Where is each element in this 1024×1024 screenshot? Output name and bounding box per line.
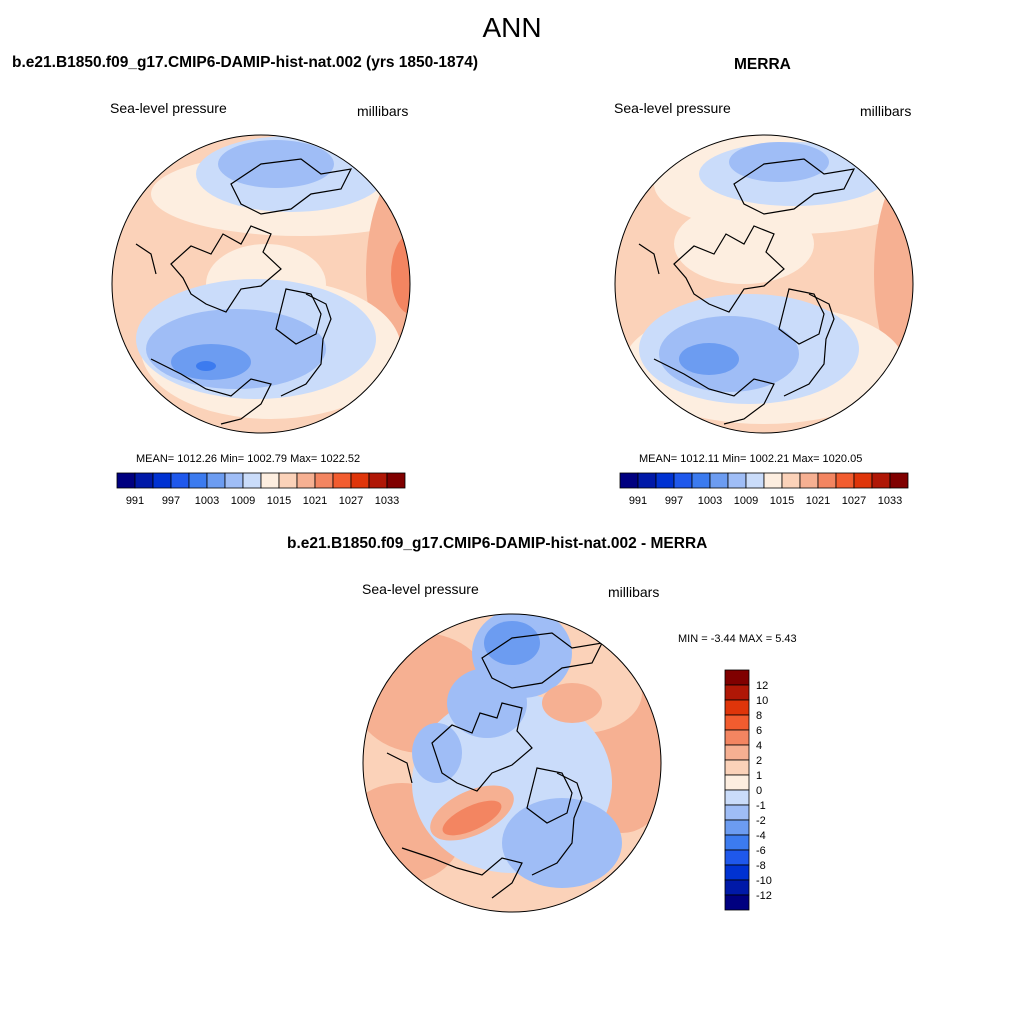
panel2-colorbar-color-box [799, 472, 819, 489]
panel1-colorbar-color-box [206, 472, 226, 489]
panel3-colorbar-color-box [724, 684, 750, 701]
panel3-colorbar-color-box [724, 804, 750, 821]
panel1-colorbar-color-box [314, 472, 334, 489]
panel1-colorbar-color-box [170, 472, 190, 489]
panel3-colorbar-tick-label: -1 [756, 800, 766, 812]
panel3-colorbar-color-box [724, 834, 750, 851]
panel2-colorbar-tick-label: 991 [629, 495, 647, 507]
panel1-colorbar-color-box [242, 472, 262, 489]
figure-title: ANN [482, 12, 542, 43]
panel2-colorbar-tick-label: 1015 [770, 495, 794, 507]
panel2-colorbar-color-box [727, 472, 747, 489]
panel1-colorbar: 991 997 1003 1009 1015 1021 1027 1033 [116, 472, 406, 507]
panel1-colorbar-color-box [116, 472, 136, 489]
panel3-colorbar-tick-label: 2 [756, 755, 762, 767]
panel3-stats: MIN = -3.44 MAX = 5.43 [678, 633, 797, 645]
panel1-colorbar-color-box [332, 472, 352, 489]
panel2-colorbar-tick-label: 1009 [734, 495, 758, 507]
panel2-stats: MEAN= 1012.11 Min= 1002.21 Max= 1020.05 [639, 453, 863, 465]
panel1-colorbar-color-box [386, 472, 406, 489]
panel3-colorbar-tick-label: -2 [756, 815, 766, 827]
panel1-colorbar-color-box [278, 472, 298, 489]
panel3-colorbar-tick-label: -4 [756, 830, 766, 842]
panel1-colorbar-tick-label: 1021 [303, 495, 327, 507]
panel3-colorbar-color-box [724, 879, 750, 896]
panel3-colorbar-color-box [724, 819, 750, 836]
panel3-colorbar-color-box [724, 774, 750, 791]
panel3-colorbar-tick-label: -6 [756, 845, 766, 857]
panel3-colorbar-color-box [724, 714, 750, 731]
panel1-colorbar-color-box [350, 472, 370, 489]
panel2-colorbar-color-box [763, 472, 783, 489]
panel3-colorbar-color-box [724, 849, 750, 866]
panel2-colorbar-tick-label: 1021 [806, 495, 830, 507]
panel1-colorbar-color-box [134, 472, 154, 489]
panel2-colorbar-color-box [817, 472, 837, 489]
panel3-units-label: millibars [608, 584, 660, 600]
panel2-colorbar-color-box [781, 472, 801, 489]
panel1-colorbar-tick-label: 1027 [339, 495, 363, 507]
panel3-colorbar-tick-label: -12 [756, 890, 772, 902]
panel1-colorbar-tick-label: 1009 [231, 495, 255, 507]
panel1-colorbar-color-box [152, 472, 172, 489]
panel2-colorbar-color-box [871, 472, 891, 489]
panel1-units-label: millibars [357, 103, 409, 119]
panel3-colorbar-tick-label: 12 [756, 680, 768, 692]
panel1-colorbar-color-box [260, 472, 280, 489]
panel3-colorbar-color-box [724, 699, 750, 716]
panel2-colorbar-tick-label: 1027 [842, 495, 866, 507]
panel3-colorbar-tick-label: 0 [756, 785, 762, 797]
panel2-units-label: millibars [860, 103, 912, 119]
panel2-colorbar-tick-label: 997 [665, 495, 683, 507]
panel2-colorbar-color-box [745, 472, 765, 489]
panel3-colorbar-tick-label: 1 [756, 770, 762, 782]
panel2-colorbar-tick-label: 1033 [878, 495, 902, 507]
panel2-colorbar-color-box [655, 472, 675, 489]
panel3-colorbar-tick-label: -8 [756, 860, 766, 872]
panel3-title: b.e21.B1850.f09_g17.CMIP6-DAMIP-hist-nat… [287, 535, 708, 552]
panel2-colorbar-color-box [853, 472, 873, 489]
panel2-colorbar: 991 997 1003 1009 1015 1021 1027 1033 [619, 472, 909, 507]
panel1-colorbar-color-box [188, 472, 208, 489]
panel1-title: b.e21.B1850.f09_g17.CMIP6-DAMIP-hist-nat… [12, 54, 479, 71]
panel3-variable-label: Sea-level pressure [362, 581, 479, 597]
panel2-colorbar-color-box [619, 472, 639, 489]
panel2-colorbar-color-box [691, 472, 711, 489]
panel3-colorbar-tick-label: 10 [756, 695, 768, 707]
panel1-colorbar-tick-label: 1003 [195, 495, 219, 507]
panel3-colorbar-tick-label: 8 [756, 710, 762, 722]
panel2-colorbar-color-box [637, 472, 657, 489]
panel2-colorbar-color-box [835, 472, 855, 489]
panel1-colorbar-tick-label: 991 [126, 495, 144, 507]
panel1-colorbar-color-box [224, 472, 244, 489]
panel2-colorbar-color-box [889, 472, 909, 489]
panel3-colorbar-color-box [724, 789, 750, 806]
panel1-colorbar-tick-label: 1033 [375, 495, 399, 507]
panel3-colorbar-color-box [724, 759, 750, 776]
panel2-title: MERRA [734, 56, 791, 73]
panel2-colorbar-color-box [673, 472, 693, 489]
panel1-colorbar-tick-label: 997 [162, 495, 180, 507]
panel2-polar-map [614, 134, 914, 434]
panel3-colorbar-color-box [724, 729, 750, 746]
panel1-colorbar-tick-label: 1015 [267, 495, 291, 507]
panel2-variable-label: Sea-level pressure [614, 100, 731, 116]
panel3-colorbar-tick-label: 6 [756, 725, 762, 737]
panel1-polar-map [111, 134, 411, 434]
panel1-variable-label: Sea-level pressure [110, 100, 227, 116]
panel2-colorbar-color-box [709, 472, 729, 489]
panel3-polar-map [362, 613, 662, 913]
panel3-colorbar-tick-label: 4 [756, 740, 762, 752]
panel2-colorbar-tick-label: 1003 [698, 495, 722, 507]
panel1-colorbar-color-box [368, 472, 388, 489]
panel3-colorbar-color-box [724, 864, 750, 881]
panel1-stats: MEAN= 1012.26 Min= 1002.79 Max= 1022.52 [136, 453, 361, 465]
panel3-colorbar-color-box [724, 744, 750, 761]
panel3-colorbar-color-box [724, 894, 750, 911]
panel1-colorbar-color-box [296, 472, 316, 489]
panel3-colorbar-tick-label: -10 [756, 875, 772, 887]
panel3-colorbar-color-box [724, 669, 750, 686]
